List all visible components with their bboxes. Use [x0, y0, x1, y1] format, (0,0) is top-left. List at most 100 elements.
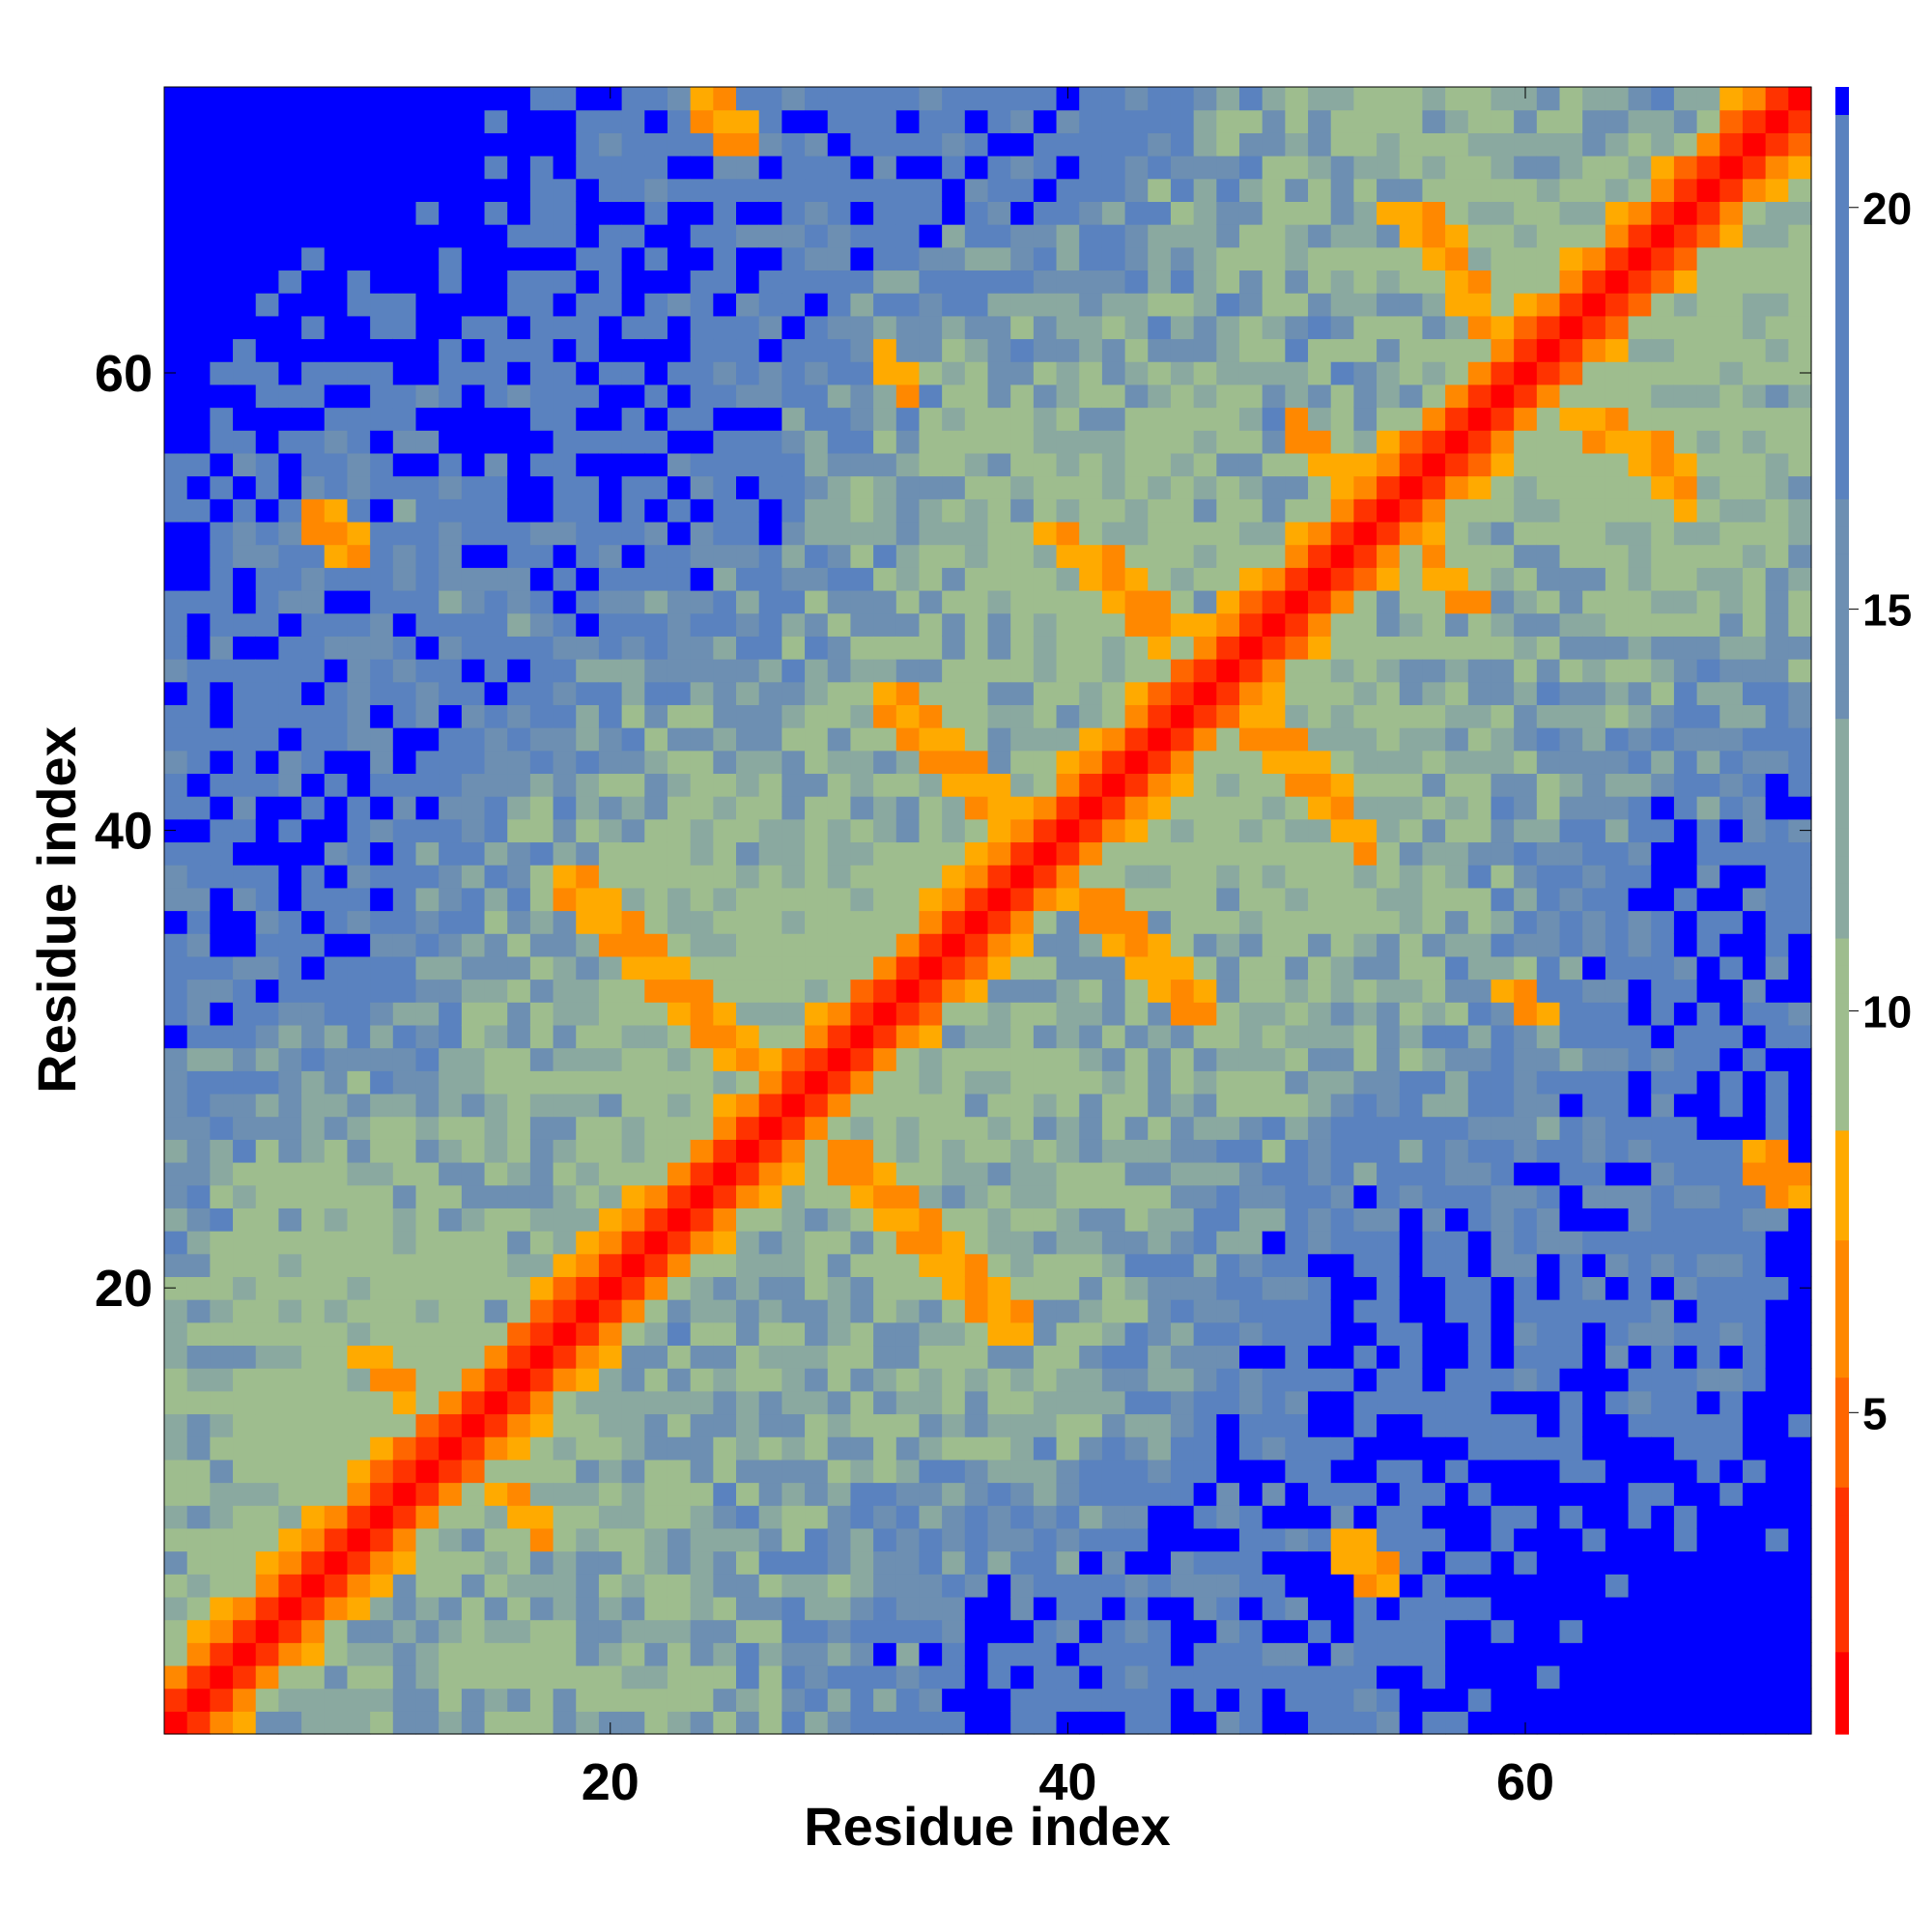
heatmap-cell: [1170, 224, 1195, 248]
heatmap-cell: [1216, 201, 1240, 225]
heatmap-cell: [1170, 1505, 1195, 1529]
heatmap-cell: [1536, 727, 1561, 752]
heatmap-cell: [255, 1116, 279, 1140]
heatmap-cell: [895, 430, 921, 454]
heatmap-cell: [1238, 1413, 1264, 1437]
heatmap-cell: [1353, 727, 1378, 752]
heatmap-cell: [1170, 841, 1195, 866]
heatmap-cell: [1422, 201, 1446, 225]
heatmap-cell: [1285, 270, 1309, 294]
heatmap-cell: [1582, 773, 1606, 797]
heatmap-cell: [255, 1276, 279, 1300]
heatmap-cell: [1536, 612, 1561, 637]
heatmap-cell: [644, 315, 668, 340]
heatmap-cell: [895, 384, 921, 409]
heatmap-cell: [415, 498, 440, 523]
heatmap-cell: [919, 1116, 943, 1140]
heatmap-cell: [736, 796, 760, 820]
heatmap-cell: [850, 910, 874, 934]
heatmap-cell: [507, 727, 531, 752]
heatmap-cell: [370, 270, 394, 294]
heatmap-cell: [736, 1527, 760, 1552]
heatmap-cell: [1628, 1596, 1652, 1621]
heatmap-cell: [667, 1596, 692, 1621]
heatmap-cell: [347, 1345, 371, 1369]
heatmap-cell: [1238, 1436, 1264, 1461]
heatmap-cell: [210, 1345, 234, 1369]
heatmap-cell: [1148, 1642, 1172, 1666]
heatmap-cell: [690, 1321, 714, 1347]
heatmap-cell: [621, 315, 645, 340]
heatmap-cell: [1467, 1527, 1492, 1552]
heatmap-cell: [758, 727, 782, 752]
heatmap-cell: [507, 201, 531, 225]
heatmap-cell: [301, 338, 326, 362]
heatmap-cell: [1605, 1208, 1630, 1232]
heatmap-cell: [987, 589, 1011, 614]
heatmap-cell: [919, 1002, 943, 1026]
heatmap-cell: [1673, 818, 1698, 843]
heatmap-cell: [370, 1527, 394, 1552]
heatmap-cell: [598, 452, 623, 477]
heatmap-cell: [392, 246, 417, 271]
heatmap-cell: [1262, 132, 1286, 156]
heatmap-cell: [439, 201, 463, 225]
heatmap-cell: [1308, 1413, 1332, 1437]
heatmap-cell: [347, 430, 371, 454]
heatmap-cell: [461, 910, 486, 934]
heatmap-cell: [1285, 1002, 1309, 1026]
heatmap-cell: [1033, 1574, 1058, 1598]
heatmap-cell: [1124, 727, 1149, 752]
heatmap-cell: [987, 178, 1011, 202]
heatmap-cell: [553, 567, 577, 591]
heatmap-cell: [1124, 201, 1149, 225]
heatmap-cell: [1491, 270, 1515, 294]
heatmap-cell: [1033, 109, 1058, 133]
heatmap-cell: [850, 544, 874, 568]
heatmap-cell: [278, 1550, 302, 1575]
heatmap-cell: [644, 384, 668, 409]
heatmap-cell: [1605, 1368, 1630, 1392]
heatmap-cell: [484, 910, 508, 934]
heatmap-cell: [1148, 1093, 1172, 1118]
heatmap-cell: [210, 1024, 234, 1049]
heatmap-cell: [736, 1321, 760, 1347]
heatmap-cell: [1033, 1299, 1058, 1323]
heatmap-cell: [1514, 612, 1538, 637]
heatmap-cell: [758, 361, 782, 385]
heatmap-cell: [1605, 612, 1630, 637]
heatmap-cell: [415, 1688, 440, 1712]
heatmap-cell: [301, 384, 326, 409]
heatmap-cell: [1536, 567, 1561, 591]
heatmap-cell: [461, 338, 486, 362]
heatmap-cell: [439, 887, 463, 912]
heatmap-cell: [1285, 612, 1309, 637]
heatmap-cell: [1467, 612, 1492, 637]
heatmap-cell: [1262, 246, 1286, 271]
heatmap-cell: [713, 338, 737, 362]
heatmap-cell: [713, 1299, 737, 1323]
heatmap-cell: [1148, 1413, 1172, 1437]
heatmap-cell: [758, 1527, 782, 1552]
heatmap-cell: [895, 498, 921, 523]
heatmap-cell: [621, 659, 645, 683]
heatmap-cell: [461, 979, 486, 1003]
heatmap-cell: [713, 910, 737, 934]
heatmap-cell: [1193, 109, 1217, 133]
heatmap-cell: [1216, 1231, 1240, 1255]
heatmap-cell: [1628, 636, 1652, 660]
heatmap-cell: [1330, 293, 1354, 317]
heatmap-cell: [461, 1231, 486, 1255]
heatmap-cell: [827, 910, 852, 934]
heatmap-cell: [1262, 1482, 1286, 1506]
heatmap-cell: [1193, 246, 1217, 271]
heatmap-cell: [1148, 636, 1172, 660]
heatmap-cell: [1399, 1161, 1424, 1186]
heatmap-cell: [1559, 452, 1583, 477]
heatmap-cell: [1742, 1482, 1767, 1506]
heatmap-cell: [1330, 1596, 1354, 1621]
heatmap-cell: [1536, 109, 1561, 133]
heatmap-cell: [255, 1596, 279, 1621]
heatmap-cell: [529, 1139, 554, 1163]
heatmap-cell: [529, 224, 554, 248]
